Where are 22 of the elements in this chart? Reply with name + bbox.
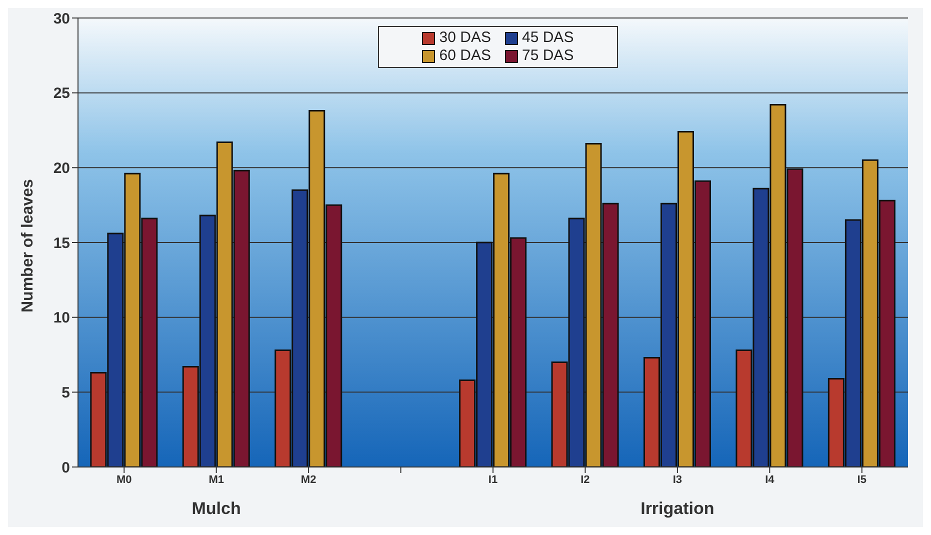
legend-label: 45 DAS xyxy=(522,29,574,47)
x-tick-label: I1 xyxy=(488,474,498,486)
text: Irrigation xyxy=(640,499,716,519)
y-tick-label: 0 xyxy=(62,459,70,476)
legend-label: 30 DAS xyxy=(439,29,491,47)
x-tick-label: I3 xyxy=(672,474,682,486)
y-tick-label: 20 xyxy=(53,160,70,177)
x-tick-label: M0 xyxy=(116,474,132,486)
x-tick-label: M2 xyxy=(300,474,316,486)
legend-label: 60 DAS xyxy=(439,47,491,65)
text: Mulch xyxy=(190,499,242,519)
y-tick-label: 15 xyxy=(53,234,70,252)
x-tick-label: M1 xyxy=(208,474,224,486)
x-tick-label: I4 xyxy=(765,474,776,486)
y-tick-label: 5 xyxy=(62,384,70,402)
y-axis-title: Number of leaves xyxy=(20,179,37,312)
y-tick-label: 30 xyxy=(53,10,70,28)
legend-label: 75 DAS xyxy=(522,47,574,65)
x-tick-label: I5 xyxy=(857,474,866,486)
x-tick-label: I2 xyxy=(580,474,590,486)
y-tick-label: 25 xyxy=(53,85,70,102)
y-tick-label: 10 xyxy=(53,310,70,327)
